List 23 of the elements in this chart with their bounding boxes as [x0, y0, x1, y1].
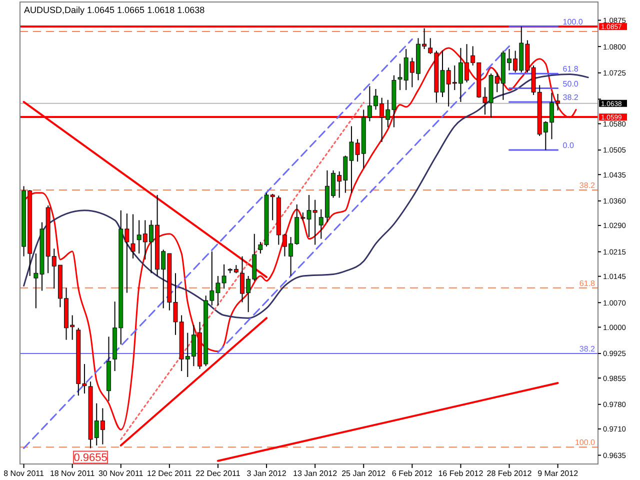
x-tick-label: 12 Dec 2011 — [147, 469, 192, 478]
annotation: 100.0 — [574, 438, 596, 448]
chart-title: AUDUSD,Daily 1.0645 1.0665 1.0618 1.0638 — [24, 5, 205, 15]
annotation: 100.0 — [562, 18, 584, 27]
x-tick-label: 8 Nov 2011 — [4, 469, 45, 478]
x-tick-label: 6 Feb 2012 — [392, 469, 433, 478]
annotation: 38.2 — [579, 181, 596, 190]
x-tick-label: 25 Jan 2012 — [342, 469, 386, 478]
x-tick-label: 22 Dec 2011 — [196, 469, 241, 478]
x-tick-label: 18 Nov 2011 — [50, 469, 96, 478]
annotation: 50.0 — [562, 79, 579, 88]
x-tick-label: 9 Mar 2012 — [538, 469, 579, 478]
x-tick-label: 30 Nov 2011 — [98, 469, 144, 478]
annotation: 38.2 — [579, 344, 596, 354]
annotation: 61.8 — [562, 64, 579, 74]
x-tick-label: 3 Jan 2012 — [246, 469, 287, 478]
x-tick-label: 16 Feb 2012 — [438, 469, 484, 478]
annotation: 0.0 — [562, 141, 574, 150]
x-tick-label: 28 Feb 2012 — [486, 469, 532, 478]
x-tick-label: 13 Jan 2012 — [293, 469, 338, 478]
annotation: 61.8 — [579, 278, 596, 288]
annotation: 0.9655 — [74, 452, 108, 464]
annotation: 38.2 — [562, 92, 579, 102]
